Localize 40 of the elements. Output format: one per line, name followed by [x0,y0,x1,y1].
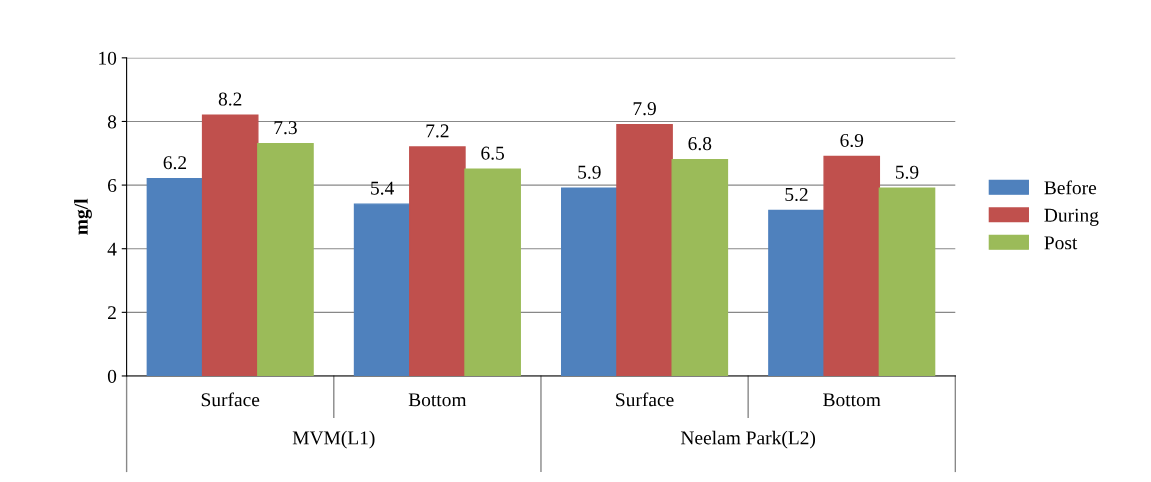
bar [353,203,411,376]
y-tick-label: 0 [107,369,117,383]
bar [768,209,825,376]
data-label: 5.4 [371,181,394,195]
data-label: 6.9 [840,133,864,148]
legend-label: Before [1044,180,1097,195]
data-label: 5.9 [895,165,919,179]
x-tick-label: Bottom [823,393,881,407]
bar [823,155,881,376]
legend-label: Post [1044,236,1078,250]
bar [878,187,936,376]
bar [464,168,521,376]
legend-label: During [1044,208,1099,226]
bar [616,123,673,376]
y-tick-label: 6 [108,178,117,193]
y-tick-label: 8 [107,115,117,129]
bar [257,143,314,376]
data-label: 6.5 [481,146,505,160]
x-tick-label: Surface [616,392,674,407]
data-label: 5.9 [578,165,601,179]
bar [560,187,618,376]
x-tick-label: Bottom [408,393,467,407]
data-label: 6.8 [688,137,712,151]
x-tick-label: Surface [201,392,260,407]
data-label: 7.3 [274,121,297,135]
bar [146,178,204,376]
data-label: 7.2 [426,124,449,138]
bar [409,146,466,376]
text: MVM(L1) [292,430,375,449]
y-tick-label: 2 [108,306,116,320]
bar [671,158,729,376]
data-label: 8.2 [218,92,242,106]
y-axis-title: mg/l [74,198,92,235]
text: Neelam Park(L2) [680,430,816,449]
data-label: 7.9 [633,102,656,116]
data-label: 5.2 [785,187,808,202]
y-tick-label: 10 [99,51,117,65]
data-label: 6.2 [163,156,187,170]
y-tick-label: 4 [107,242,117,256]
bar [201,114,259,376]
